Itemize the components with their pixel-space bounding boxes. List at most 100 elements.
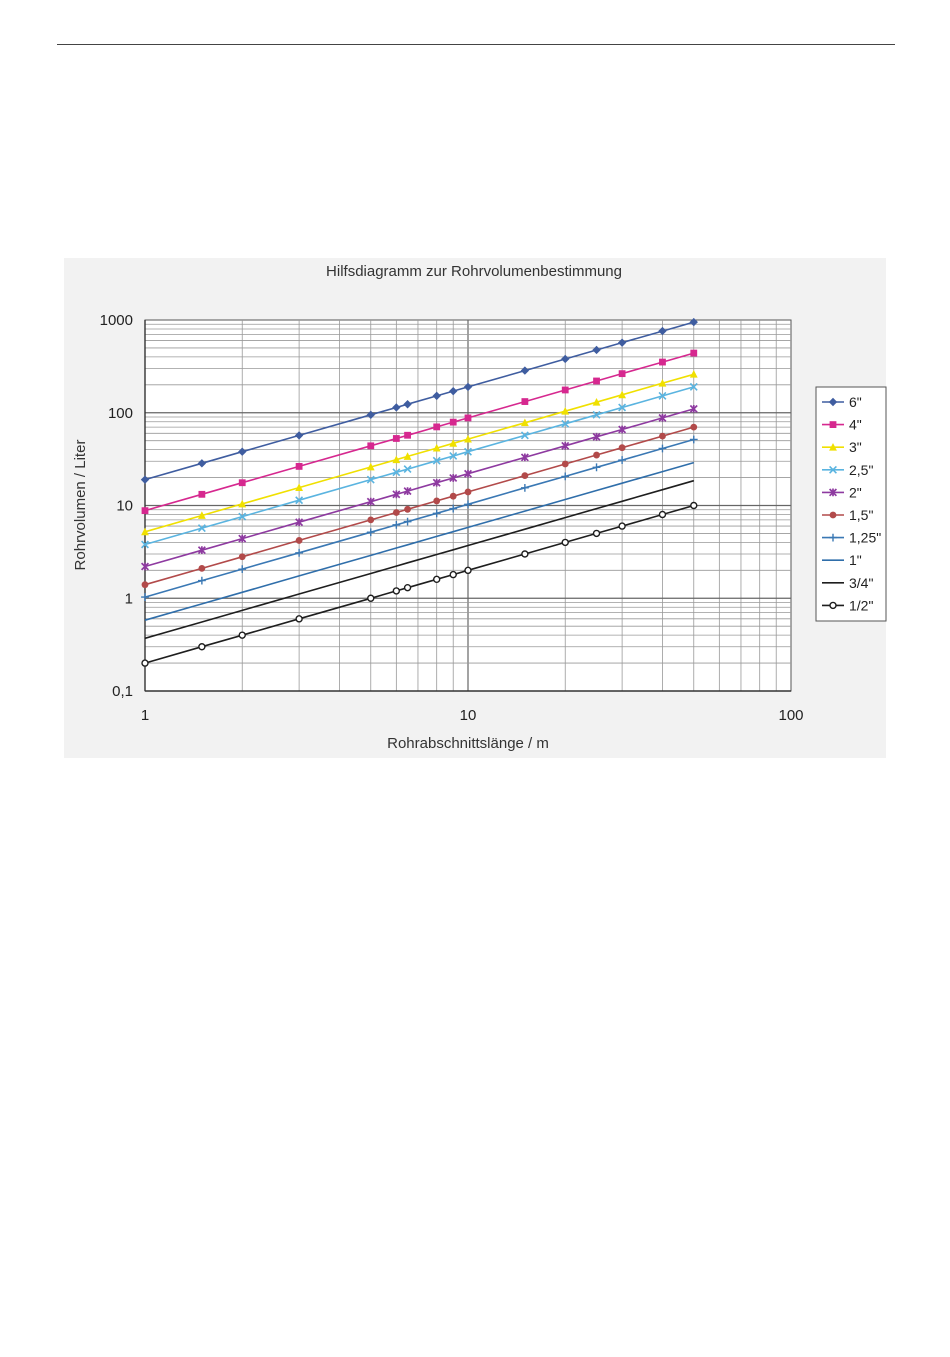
- series-group: [141, 370, 698, 536]
- legend-label: 1,25": [849, 530, 881, 546]
- data-point: [198, 490, 206, 498]
- y-tick-label: 0,1: [112, 683, 133, 700]
- data-point: [238, 479, 246, 487]
- data-point: [295, 615, 303, 623]
- legend-entry: 3": [822, 439, 862, 455]
- data-point: [449, 570, 457, 579]
- data-point: [689, 435, 698, 444]
- data-point: [197, 459, 207, 468]
- data-point: [618, 370, 626, 378]
- data-point: [432, 456, 441, 465]
- data-point: [658, 379, 667, 387]
- legend-entry: 3/4": [822, 575, 873, 591]
- data-point: [618, 390, 627, 399]
- data-point: [295, 537, 303, 544]
- data-point: [141, 507, 149, 515]
- data-point: [829, 511, 837, 519]
- data-point: [561, 460, 569, 468]
- data-point: [295, 462, 303, 470]
- data-point: [404, 505, 411, 513]
- data-point: [449, 439, 458, 447]
- data-point: [366, 528, 375, 537]
- data-point: [658, 444, 667, 453]
- data-point: [367, 442, 375, 450]
- data-point: [294, 431, 304, 440]
- data-point: [403, 465, 412, 474]
- data-point: [449, 452, 458, 460]
- data-point: [658, 510, 667, 519]
- data-point: [449, 492, 457, 500]
- data-point: [689, 382, 698, 391]
- chart-title: Hilfsdiagramm zur Rohrvolumenbestimmung: [326, 263, 622, 280]
- series-group: [144, 461, 695, 621]
- data-point: [432, 478, 441, 487]
- data-point: [520, 366, 530, 375]
- data-point: [449, 418, 457, 426]
- data-point: [561, 538, 569, 547]
- data-point: [449, 473, 458, 482]
- y-tick-label: 10: [116, 498, 133, 515]
- data-point: [403, 452, 412, 460]
- data-point: [366, 462, 375, 471]
- data-point: [197, 546, 206, 555]
- data-point: [392, 509, 400, 516]
- data-point: [403, 400, 412, 409]
- data-point: [829, 421, 837, 428]
- data-point: [520, 453, 529, 462]
- data-point: [463, 382, 473, 392]
- data-point: [593, 377, 600, 385]
- y-tick-label: 1: [125, 590, 133, 607]
- series-line: [144, 321, 695, 481]
- data-point: [592, 463, 601, 472]
- legend-entry: 4": [822, 417, 862, 433]
- series-lines: [140, 317, 698, 667]
- series-group: [141, 501, 698, 667]
- data-point: [432, 509, 441, 518]
- legend-entry: 6": [822, 394, 862, 410]
- data-point: [366, 497, 375, 506]
- legend-entry: 2": [822, 484, 862, 500]
- series-line: [144, 426, 695, 586]
- legend-label: 1,5": [849, 507, 873, 523]
- data-point: [561, 472, 570, 481]
- data-point: [392, 403, 401, 412]
- series-line: [144, 438, 695, 598]
- data-point: [141, 527, 149, 536]
- data-point: [238, 631, 246, 639]
- data-point: [197, 511, 206, 519]
- legend-label: 6": [849, 394, 862, 410]
- data-point: [828, 397, 838, 407]
- data-point: [829, 465, 837, 474]
- legend: 6" 4" 3" 2,5" 2" 1,5" 1,25" 1" 3/4" 1/2": [815, 386, 887, 622]
- series-line: [144, 504, 695, 664]
- data-point: [618, 425, 627, 434]
- data-point: [403, 583, 412, 592]
- data-point: [658, 326, 667, 336]
- legend-entry: 1,25": [822, 530, 881, 546]
- legend-entry: 1": [822, 552, 862, 568]
- data-point: [238, 447, 247, 456]
- data-point: [141, 540, 149, 549]
- data-point: [295, 518, 304, 527]
- data-point: [618, 444, 626, 452]
- data-point: [198, 643, 206, 651]
- data-point: [367, 516, 375, 524]
- legend-entry: 1,5": [822, 507, 873, 523]
- data-point: [141, 659, 149, 667]
- data-point: [392, 455, 401, 464]
- data-point: [520, 483, 529, 492]
- data-point: [197, 576, 206, 585]
- x-axis-label: Rohrabschnittslänge / m: [387, 735, 549, 752]
- series-group: [140, 404, 698, 571]
- data-point: [238, 553, 246, 561]
- data-point: [464, 447, 472, 456]
- series-group: [141, 423, 698, 589]
- y-tick-label: 100: [108, 405, 133, 422]
- data-point: [561, 406, 570, 415]
- legend-label: 2,5": [849, 462, 873, 478]
- legend-entry: 1/2": [822, 597, 873, 613]
- data-point: [392, 520, 401, 529]
- data-point: [690, 501, 698, 510]
- data-point: [593, 451, 600, 459]
